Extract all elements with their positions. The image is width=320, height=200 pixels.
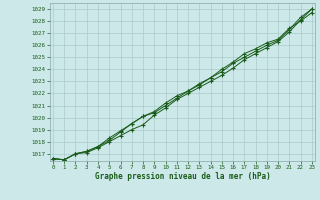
- X-axis label: Graphe pression niveau de la mer (hPa): Graphe pression niveau de la mer (hPa): [94, 172, 270, 181]
